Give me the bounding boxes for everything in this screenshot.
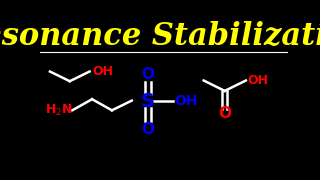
Text: S: S [141,92,155,111]
Text: O: O [141,122,154,137]
Text: O: O [218,106,231,121]
Text: H$_2$N: H$_2$N [45,103,73,118]
Text: OH: OH [92,65,113,78]
Text: Resonance Stabilization: Resonance Stabilization [0,21,320,52]
Text: O: O [141,68,154,82]
Text: OH: OH [247,74,268,87]
Text: OH: OH [174,94,197,108]
